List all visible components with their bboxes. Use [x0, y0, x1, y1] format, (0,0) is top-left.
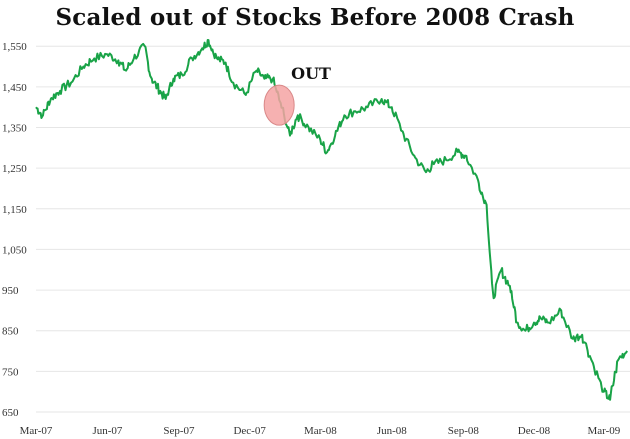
series-line [35, 39, 629, 401]
y-tick-label: 1,550 [2, 41, 27, 53]
x-tick-label: Jun-07 [92, 425, 122, 437]
y-tick-label: 1,050 [2, 244, 27, 256]
x-tick-label: Jun-08 [377, 425, 407, 437]
x-tick-label: Mar-09 [588, 425, 621, 437]
y-tick-label: 850 [2, 326, 19, 338]
y-tick-label: 1,350 [2, 122, 27, 134]
x-tick-label: Mar-08 [304, 425, 337, 437]
y-tick-label: 1,450 [2, 82, 27, 94]
x-tick-label: Sep-07 [163, 425, 195, 437]
y-tick-label: 1,250 [2, 163, 27, 175]
annotation-highlight [263, 84, 295, 126]
chart-title: Scaled out of Stocks Before 2008 Crash [55, 4, 575, 31]
x-tick-label: Dec-08 [518, 425, 551, 437]
y-tick-label: 1,150 [2, 204, 27, 216]
x-tick-label: Dec-07 [233, 425, 266, 437]
annotation-label: OUT [291, 64, 331, 83]
x-tick-label: Mar-07 [20, 425, 53, 437]
y-tick-label: 750 [2, 366, 19, 378]
y-tick-label: 650 [2, 407, 19, 419]
y-tick-label: 950 [2, 285, 19, 297]
x-tick-label: Sep-08 [448, 425, 480, 437]
